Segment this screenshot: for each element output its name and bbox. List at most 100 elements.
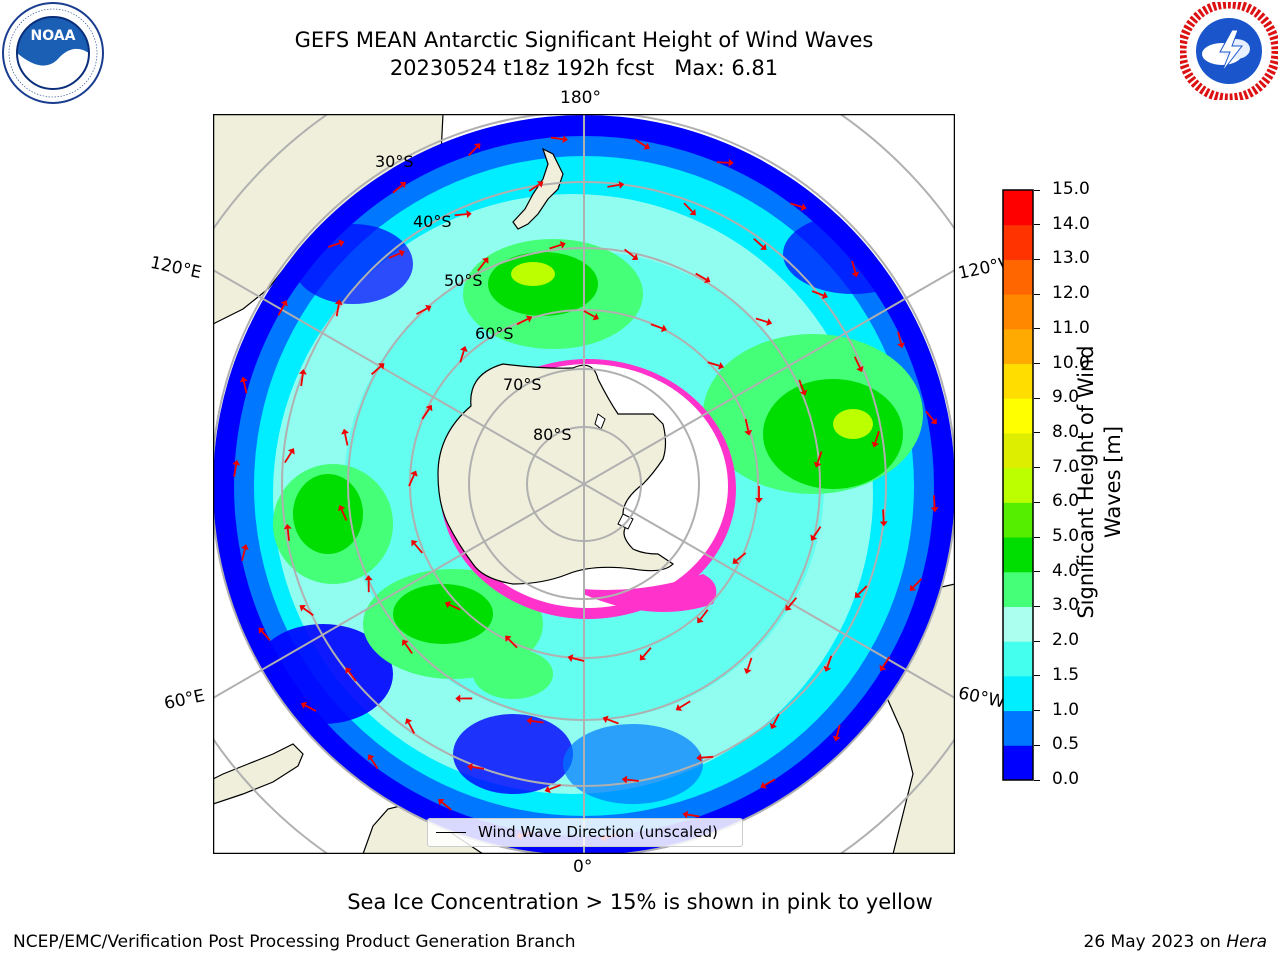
wave-arrow-shaft bbox=[416, 307, 428, 315]
wave-arrow-head bbox=[760, 781, 767, 789]
colorbar-tick-label: 0.0 bbox=[1052, 769, 1080, 789]
wave-arrow-shaft bbox=[413, 543, 424, 554]
wave-arrow-shaft bbox=[925, 410, 935, 422]
wave-arrow-shaft bbox=[772, 713, 780, 726]
legend-line-swatch bbox=[436, 832, 466, 833]
colorbar-tick-label: 1.0 bbox=[1052, 699, 1080, 720]
colorbar-segment bbox=[1003, 432, 1033, 469]
wave-arrow-shaft bbox=[683, 202, 694, 213]
wave-arrow-head bbox=[930, 418, 937, 425]
wave-arrow-head bbox=[643, 142, 650, 150]
polar-map: 30°S 40°S 50°S 60°S 70°S 80°S bbox=[212, 113, 956, 855]
wave-arrow-head bbox=[405, 718, 413, 725]
colorbar-tick-mark bbox=[1034, 779, 1040, 781]
colorbar-tick-mark bbox=[1034, 571, 1040, 573]
colorbar-segment bbox=[1003, 641, 1033, 677]
wave-arrow-shaft bbox=[687, 813, 700, 818]
antarctica-land bbox=[437, 363, 674, 585]
wave-arrow-shaft bbox=[241, 548, 246, 561]
wave-arrow-head bbox=[856, 365, 864, 373]
title-line-1: GEFS MEAN Antarctic Significant Height o… bbox=[294, 28, 874, 52]
wave-arrow-head bbox=[871, 441, 880, 448]
wave-arrow-shaft bbox=[459, 350, 465, 363]
noaa-logo-text: NOAA bbox=[31, 28, 76, 44]
wave-arrow-head bbox=[466, 210, 472, 219]
colorbar-segment bbox=[1003, 606, 1033, 642]
colorbar-tick-mark bbox=[1034, 432, 1040, 434]
wave-arrow-head bbox=[338, 239, 345, 248]
colorbar-tick-mark bbox=[1034, 640, 1040, 642]
wave-arrow-head bbox=[766, 318, 773, 326]
colorbar-tick-label: 1.5 bbox=[1052, 664, 1080, 685]
wave-arrow-shaft bbox=[370, 365, 382, 375]
colorbar-tick-mark bbox=[1034, 744, 1040, 746]
wave-arrow-head bbox=[851, 271, 860, 278]
footer-date-text: 26 May 2023 on bbox=[1083, 932, 1227, 952]
wave-arrow-shaft bbox=[277, 304, 286, 316]
wave-arrow-head bbox=[744, 429, 753, 436]
wave-arrow-head bbox=[474, 143, 481, 150]
wave-arrow-head bbox=[298, 369, 307, 375]
wave-arrow-head bbox=[660, 324, 668, 333]
wave-arrow-head bbox=[258, 627, 265, 634]
chart-title: GEFS MEAN Antarctic Significant Height o… bbox=[184, 26, 984, 82]
lon-label-60w: 60°W bbox=[956, 683, 1007, 713]
wave-arrow-shaft bbox=[626, 778, 639, 782]
colorbar-title-line-2: Waves [m] bbox=[1101, 425, 1125, 539]
wave-arrow-head bbox=[755, 498, 763, 503]
wave-arrow-head bbox=[909, 584, 917, 592]
wave-arrow-shaft bbox=[448, 603, 461, 611]
wave-arrow-head bbox=[854, 591, 862, 598]
wave-arrow-shaft bbox=[388, 252, 401, 259]
wave-arrow-head bbox=[455, 694, 461, 703]
lat-label-40s: 40°S bbox=[413, 212, 452, 231]
wave-arrow-head bbox=[769, 722, 777, 730]
colorbar-tick-mark bbox=[1034, 363, 1040, 365]
wave-arrow-head bbox=[537, 181, 544, 188]
wave-arrow-head bbox=[697, 616, 704, 624]
wave-arrow-head bbox=[602, 715, 609, 724]
wave-arrow-shaft bbox=[897, 331, 902, 344]
wave-arrow-shaft bbox=[707, 361, 720, 367]
wave-arrow-head bbox=[621, 775, 628, 784]
lat-label-30s: 30°S bbox=[375, 152, 414, 171]
lat-label-60s: 60°S bbox=[475, 324, 514, 343]
wave-arrow-shaft bbox=[857, 585, 868, 596]
wave-arrow-shaft bbox=[716, 161, 729, 164]
wave-arrow-head bbox=[897, 342, 905, 349]
wave-arrow-shaft bbox=[634, 139, 647, 147]
lat-label-70s: 70°S bbox=[503, 375, 542, 394]
wave-arrow-shaft bbox=[242, 381, 248, 394]
wave-arrow-shaft bbox=[516, 318, 529, 326]
colorbar-tick-label: 5.0 bbox=[1052, 526, 1080, 547]
wave-arrow-shaft bbox=[404, 643, 413, 655]
wave-arrow-shaft bbox=[304, 704, 317, 712]
wave-arrow-head bbox=[639, 654, 647, 661]
wave-arrow-head bbox=[930, 507, 939, 513]
wave-arrow-head bbox=[832, 735, 841, 742]
longitude-grid bbox=[213, 114, 955, 854]
colorbar-tick-mark bbox=[1034, 501, 1040, 503]
wave-arrow-shaft bbox=[813, 526, 822, 538]
wave-arrow-shaft bbox=[882, 509, 885, 522]
wave-arrow-head bbox=[283, 523, 292, 530]
colorbar-segment bbox=[1003, 467, 1033, 503]
wave-arrow-shaft bbox=[701, 755, 714, 759]
wave-arrow-head bbox=[444, 601, 452, 609]
wave-arrow-shaft bbox=[340, 509, 348, 521]
wave-arrow-head bbox=[618, 180, 625, 189]
wave-arrow-head bbox=[364, 575, 373, 581]
wave-direction-arrows bbox=[232, 135, 939, 842]
wave-arrow-head bbox=[411, 539, 418, 547]
colorbar-tick-label: 15.0 bbox=[1052, 179, 1090, 199]
wave-arrow-head bbox=[525, 315, 533, 323]
wave-arrow-head bbox=[544, 785, 551, 794]
colorbar-tick-label: 2.0 bbox=[1052, 630, 1080, 651]
wave-arrow-shaft bbox=[344, 433, 349, 446]
colorbar-tick-label: 11.0 bbox=[1052, 317, 1090, 338]
wave-arrow-shaft bbox=[549, 243, 562, 250]
map-canvas: 30°S 40°S 50°S 60°S 70°S 80°S bbox=[212, 113, 956, 855]
wave-arrow-head bbox=[398, 249, 405, 257]
wave-arrow-shaft bbox=[932, 495, 936, 508]
colorbar-tick-mark bbox=[1034, 258, 1040, 260]
